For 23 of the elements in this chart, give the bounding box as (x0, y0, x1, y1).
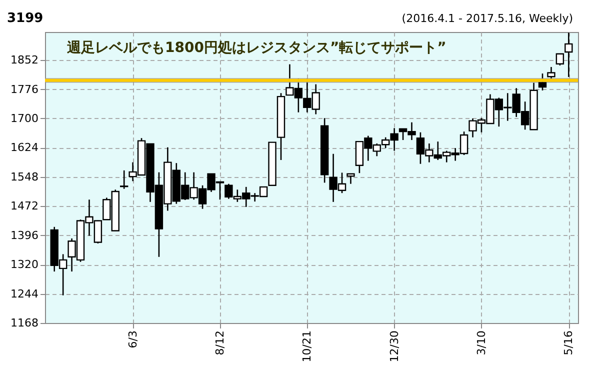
y-tick-label: 1472 (10, 200, 38, 213)
x-tick-label: 6/3 (126, 330, 140, 348)
x-tick-label: 12/30 (388, 330, 401, 362)
y-tick-label: 1852 (10, 54, 38, 67)
x-tick-label: 10/21 (300, 330, 314, 362)
candlestick (120, 170, 128, 190)
chart-title: 3199 (7, 11, 44, 26)
annotation: 週足レベルでも1800円処はレジスタンス”転じてサポート” (66, 40, 446, 56)
y-tick-label: 1624 (10, 141, 38, 154)
y-tick-label: 1700 (10, 112, 38, 125)
y-tick-label: 1320 (10, 258, 38, 272)
x-tick-label: 5/16 (562, 330, 576, 356)
x-tick-label: 8/12 (213, 330, 226, 356)
y-tick-label: 1776 (10, 82, 38, 96)
y-tick-label: 1396 (10, 228, 38, 242)
y-tick-label: 1168 (10, 316, 38, 330)
candlestick (556, 53, 564, 66)
y-tick-label: 1244 (10, 287, 38, 300)
x-tick-label: 3/10 (474, 330, 488, 356)
candlestick (346, 173, 355, 184)
chart-subtitle: (2016.4.1 - 2017.5.16, Weekly) (402, 12, 573, 25)
candlestick (564, 32, 573, 78)
y-tick-label: 1548 (10, 170, 38, 184)
